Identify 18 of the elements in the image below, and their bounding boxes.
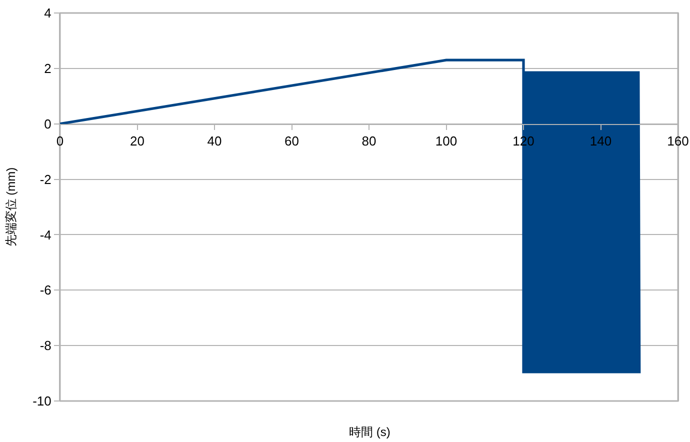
y-tick-label: 0: [44, 116, 52, 132]
y-tick-label: -6: [40, 282, 52, 298]
y-tick-label: -10: [32, 394, 52, 409]
y-tick-label: 4: [44, 6, 52, 21]
x-tick-label: 160: [667, 133, 689, 148]
x-tick-label: 20: [130, 133, 144, 148]
x-tick-label: 40: [207, 133, 222, 148]
y-tick-label: -4: [40, 227, 52, 242]
x-tick-label: 60: [284, 133, 299, 148]
x-tick-label: 0: [56, 133, 64, 148]
x-tick-label: 140: [590, 133, 612, 148]
x-axis-title: 時間 (s): [349, 425, 390, 439]
y-axis-title: 先端変位 (mm): [4, 167, 18, 247]
y-tick-label: 2: [44, 60, 52, 76]
y-tick-label: -2: [40, 172, 52, 187]
x-tick-label: 100: [435, 133, 458, 148]
x-tick-label: 80: [362, 133, 376, 148]
y-tick-label: -8: [40, 338, 52, 354]
